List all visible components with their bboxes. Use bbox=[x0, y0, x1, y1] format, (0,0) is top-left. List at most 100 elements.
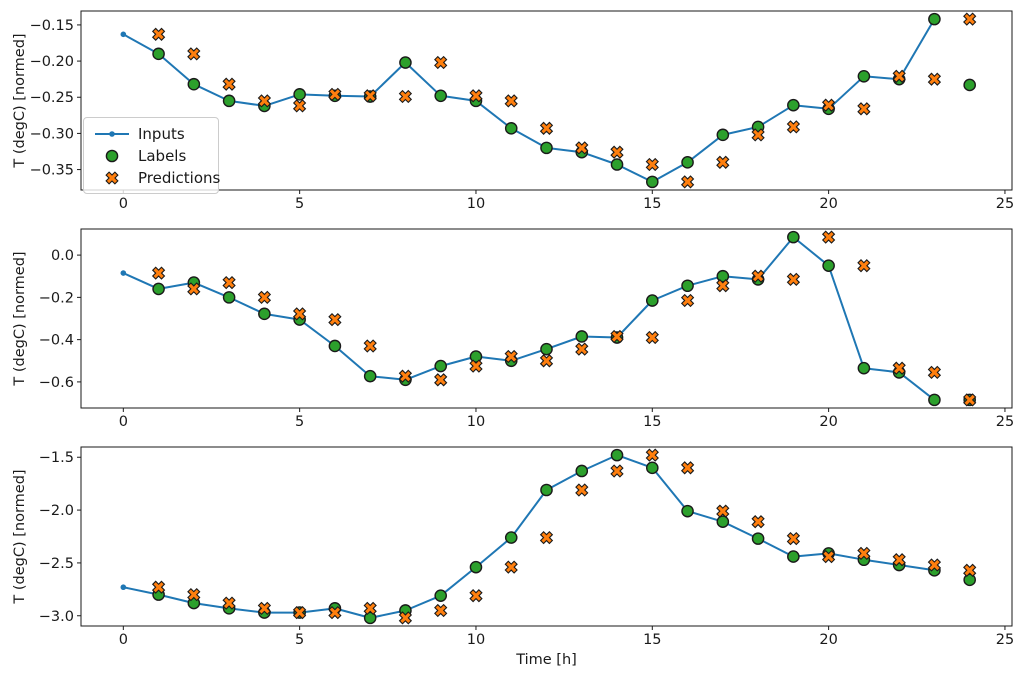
prediction-marker bbox=[645, 330, 659, 345]
y-tick-label: −0.35 bbox=[30, 163, 74, 179]
prediction-marker bbox=[786, 531, 801, 546]
prediction-marker bbox=[821, 230, 836, 244]
prediction-marker bbox=[187, 282, 201, 296]
x-tick-label: 10 bbox=[467, 196, 485, 212]
subplot-1: 0 5 10 15 20 25 −0.15 −0.20 −0.25 −0.30 −0.35T (de… bbox=[12, 10, 1014, 212]
x-tick-label: 10 bbox=[467, 632, 485, 648]
legend-item-labels: Labels bbox=[92, 146, 210, 165]
label-marker bbox=[928, 12, 941, 26]
prediction-marker bbox=[716, 155, 730, 169]
y-tick-label: −0.25 bbox=[30, 90, 74, 106]
label-marker bbox=[575, 330, 589, 343]
prediction-marker bbox=[892, 553, 906, 567]
x-tick-label: 20 bbox=[819, 196, 837, 212]
y-tick-label: −0.4 bbox=[39, 333, 74, 349]
prediction-marker bbox=[469, 589, 483, 603]
prediction-marker bbox=[328, 312, 342, 327]
prediction-marker bbox=[575, 342, 589, 356]
y-tick-label: −2.0 bbox=[39, 503, 74, 519]
label-marker bbox=[645, 461, 659, 475]
prediction-marker bbox=[398, 369, 413, 383]
y-tick-label: −2.5 bbox=[39, 556, 74, 572]
label-marker bbox=[963, 78, 976, 92]
prediction-marker bbox=[575, 483, 589, 497]
label-marker bbox=[258, 307, 271, 321]
prediction-marker bbox=[257, 94, 272, 108]
legend-marker-glyph bbox=[105, 149, 119, 162]
prediction-marker bbox=[257, 601, 272, 616]
prediction-marker bbox=[680, 461, 695, 475]
label-marker bbox=[681, 504, 694, 518]
x-tick-label: 0 bbox=[119, 632, 128, 648]
prediction-marker bbox=[575, 141, 589, 155]
legend-label: Inputs bbox=[138, 124, 185, 143]
label-marker bbox=[857, 69, 871, 83]
y-tick-label: −0.20 bbox=[30, 54, 74, 70]
y-tick-label: −1.5 bbox=[39, 450, 74, 466]
prediction-marker bbox=[187, 587, 201, 602]
prediction-marker bbox=[716, 504, 730, 518]
y-axis-label: T (degC) [normed] bbox=[12, 33, 28, 168]
prediction-marker bbox=[222, 596, 236, 610]
input-point-marker bbox=[120, 584, 127, 591]
label-marker bbox=[469, 350, 483, 363]
y-tick-label: −3.0 bbox=[39, 609, 74, 625]
prediction-marker bbox=[610, 145, 624, 159]
prediction-marker bbox=[187, 47, 201, 61]
prediction-marker bbox=[363, 339, 377, 353]
prediction-marker bbox=[892, 69, 906, 83]
inputs-line-icon bbox=[92, 126, 132, 142]
label-marker bbox=[610, 158, 624, 171]
label-marker bbox=[504, 122, 518, 135]
x-tick-label: 25 bbox=[996, 632, 1014, 648]
prediction-marker bbox=[504, 349, 518, 364]
prediction-marker bbox=[927, 365, 942, 380]
label-marker bbox=[399, 56, 412, 69]
x-tick-label: 20 bbox=[819, 632, 837, 648]
prediction-marker bbox=[963, 393, 977, 407]
x-tick-label: 5 bbox=[295, 196, 304, 212]
prediction-marker bbox=[257, 290, 272, 305]
prediction-marker bbox=[821, 549, 836, 564]
label-marker bbox=[152, 47, 165, 61]
prediction-marker bbox=[434, 55, 448, 70]
label-marker bbox=[363, 611, 377, 625]
legend-item-predictions: Predictions bbox=[92, 168, 220, 187]
x-tick-label: 20 bbox=[819, 414, 837, 430]
prediction-marker bbox=[292, 307, 307, 321]
label-marker bbox=[928, 393, 941, 407]
x-tick-label: 0 bbox=[119, 414, 128, 430]
prediction-marker bbox=[539, 530, 554, 545]
predictions-x-icon bbox=[92, 170, 132, 186]
prediction-marker bbox=[151, 266, 166, 280]
legend-label: Labels bbox=[138, 146, 187, 165]
label-marker bbox=[575, 464, 589, 478]
prediction-marker bbox=[292, 605, 307, 620]
label-marker bbox=[716, 269, 730, 283]
label-marker bbox=[787, 98, 800, 112]
label-marker bbox=[187, 77, 201, 91]
legend-marker-glyph bbox=[105, 170, 119, 185]
label-marker bbox=[716, 128, 730, 142]
x-tick-label: 25 bbox=[996, 414, 1014, 430]
prediction-marker bbox=[716, 279, 730, 293]
prediction-marker bbox=[751, 128, 765, 142]
x-tick-label: 5 bbox=[295, 414, 304, 430]
y-tick-label: 0.0 bbox=[51, 248, 74, 264]
prediction-marker bbox=[892, 361, 906, 375]
label-marker bbox=[681, 156, 694, 169]
y-axis-label: T (degC) [normed] bbox=[12, 469, 28, 604]
prediction-marker bbox=[398, 611, 413, 625]
x-tick-label: 0 bbox=[119, 196, 128, 212]
prediction-marker bbox=[222, 77, 236, 91]
prediction-marker bbox=[857, 546, 871, 561]
legend-cross bbox=[105, 170, 119, 185]
label-marker bbox=[222, 291, 236, 304]
label-marker bbox=[328, 339, 342, 353]
prediction-marker bbox=[504, 94, 518, 108]
label-marker bbox=[681, 279, 694, 293]
prediction-marker bbox=[504, 560, 518, 574]
input-point-marker bbox=[120, 270, 127, 276]
label-marker bbox=[222, 94, 236, 108]
